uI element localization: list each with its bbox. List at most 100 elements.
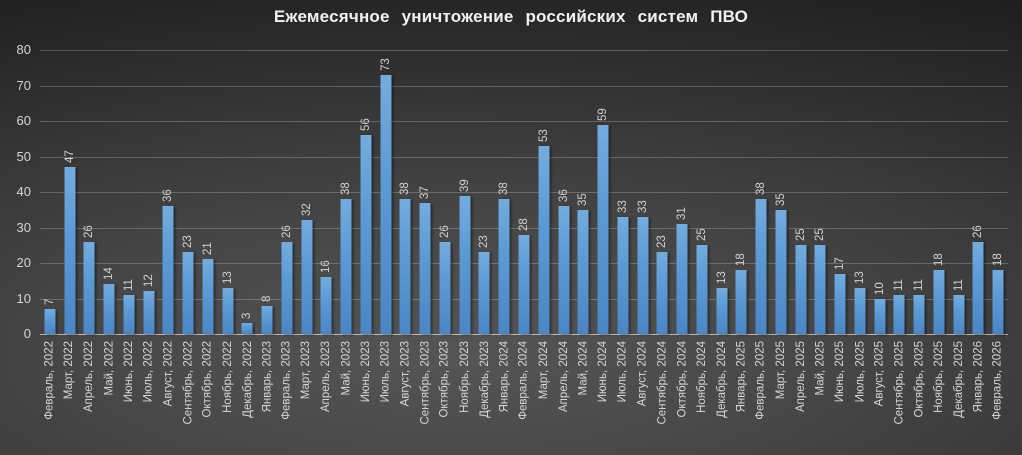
bar xyxy=(795,245,807,334)
bar-slot: 56 xyxy=(356,50,376,334)
bar-slot: 21 xyxy=(198,50,218,334)
bar-value-label: 21 xyxy=(201,242,214,256)
bar-slot: 26 xyxy=(277,50,297,334)
bar xyxy=(103,284,115,334)
x-tick-label: Февраль, 2024 xyxy=(518,341,530,420)
x-tick-label: Июнь, 2024 xyxy=(597,341,610,403)
bar-slot: 32 xyxy=(297,50,317,334)
bar-value-label: 47 xyxy=(63,150,76,164)
gridline xyxy=(40,50,1008,51)
bar xyxy=(143,291,155,334)
bar-value-label: 25 xyxy=(794,228,807,242)
bar-slot: 33 xyxy=(613,50,633,334)
y-tick-label: 80 xyxy=(16,42,31,58)
bar xyxy=(380,74,392,334)
bar-value-label: 25 xyxy=(814,228,827,242)
x-tick-label: Февраль, 2022 xyxy=(43,341,56,420)
bar-value-label: 28 xyxy=(517,217,530,231)
bar-value-label: 33 xyxy=(616,200,629,213)
bar xyxy=(44,309,56,334)
bar-slot: 11 xyxy=(119,50,139,334)
bar-value-label: 59 xyxy=(597,107,610,121)
bar xyxy=(241,323,253,334)
bar-slot: 47 xyxy=(60,50,80,334)
x-tick-label: Ноябрь, 2024 xyxy=(695,341,708,413)
bar xyxy=(992,270,1004,334)
bar xyxy=(419,202,431,334)
bar xyxy=(301,220,313,334)
x-tick-label: Декабрь, 2022 xyxy=(241,341,254,418)
x-tick-label: Ноябрь, 2022 xyxy=(221,341,234,413)
bar-value-label: 38 xyxy=(340,182,353,196)
bar-value-label: 8 xyxy=(261,295,274,302)
bar xyxy=(182,252,194,334)
bar-value-label: 16 xyxy=(320,260,333,274)
bar xyxy=(834,273,846,334)
bar-slot: 36 xyxy=(159,50,179,334)
x-tick-label: Июнь, 2023 xyxy=(359,341,372,403)
x-tick-label: Январь, 2023 xyxy=(261,341,274,413)
bar-value-label: 13 xyxy=(853,271,866,284)
bar-slot: 28 xyxy=(514,50,534,334)
bar-value-label: 36 xyxy=(557,189,570,203)
bar-value-label: 36 xyxy=(162,189,175,203)
bar-slot: 13 xyxy=(712,50,732,334)
bar-slot: 13 xyxy=(850,50,870,334)
bar-value-label: 56 xyxy=(359,118,372,132)
bar-slot: 26 xyxy=(435,50,455,334)
bar-value-label: 11 xyxy=(893,279,906,291)
bar-slot: 7 xyxy=(40,50,60,334)
bar-value-label: 10 xyxy=(873,281,886,295)
x-tick-label: Декабрь, 2024 xyxy=(715,341,728,418)
bar-slot: 38 xyxy=(396,50,416,334)
gridline xyxy=(40,227,1008,229)
bar-slot: 38 xyxy=(494,50,514,334)
x-axis: Февраль, 2022 Март, 2022 Апрель, 2022 Май, … xyxy=(40,336,1008,455)
bar-slot: 26 xyxy=(80,50,100,334)
bar-value-label: 73 xyxy=(379,58,392,71)
bar xyxy=(538,145,550,334)
bar-slot: 37 xyxy=(415,50,435,334)
bar-value-label: 32 xyxy=(300,203,313,217)
bar-slot: 39 xyxy=(455,50,475,334)
x-tick-label: Октябрь, 2022 xyxy=(201,341,214,418)
y-tick-label: 50 xyxy=(16,148,31,164)
bar xyxy=(478,252,490,334)
bar-value-label: 18 xyxy=(992,253,1005,267)
chart-title: Ежемесячное уничтожение российских систе… xyxy=(273,7,749,26)
x-tick-label: Февраль, 2025 xyxy=(755,341,768,420)
x-tick-label: Май, 2024 xyxy=(577,341,590,396)
x-tick-label: Апрель, 2023 xyxy=(320,341,333,412)
y-tick-label: 20 xyxy=(16,255,31,271)
x-tick-label: Сентябрь, 2023 xyxy=(419,341,432,425)
x-tick-label: Ноябрь, 2023 xyxy=(458,341,471,413)
x-tick-label: Февраль, 2023 xyxy=(280,341,293,420)
x-tick-label: Февраль, 2026 xyxy=(992,341,1005,420)
bar xyxy=(676,223,688,334)
bar-value-label: 26 xyxy=(438,224,451,238)
bar-value-label: 31 xyxy=(676,207,689,220)
y-tick-label: 60 xyxy=(16,113,31,129)
bar xyxy=(913,294,925,334)
bar-value-label: 33 xyxy=(636,200,649,213)
bar-value-label: 38 xyxy=(399,182,412,196)
bar-value-label: 53 xyxy=(537,129,550,142)
x-tick-label: Август, 2024 xyxy=(636,341,649,407)
x-tick-label: Декабрь, 2023 xyxy=(478,341,491,418)
bar xyxy=(893,294,905,334)
x-tick-label: Май, 2025 xyxy=(814,341,827,396)
x-tick-label: Апрель, 2022 xyxy=(83,341,96,412)
bar-slot: 73 xyxy=(376,50,396,334)
bar-value-label: 11 xyxy=(913,279,926,291)
bar-slot: 13 xyxy=(218,50,238,334)
bar xyxy=(972,241,984,334)
bar-slot: 25 xyxy=(791,50,811,334)
bar-slot: 23 xyxy=(475,50,495,334)
x-tick-label: Сентябрь, 2025 xyxy=(893,341,906,425)
bar xyxy=(854,287,866,334)
bar xyxy=(933,270,945,334)
bar xyxy=(83,241,95,334)
x-tick-label: Апрель, 2024 xyxy=(557,341,570,412)
x-tick-label: Март, 2025 xyxy=(774,341,787,400)
bar-value-label: 11 xyxy=(952,279,965,291)
